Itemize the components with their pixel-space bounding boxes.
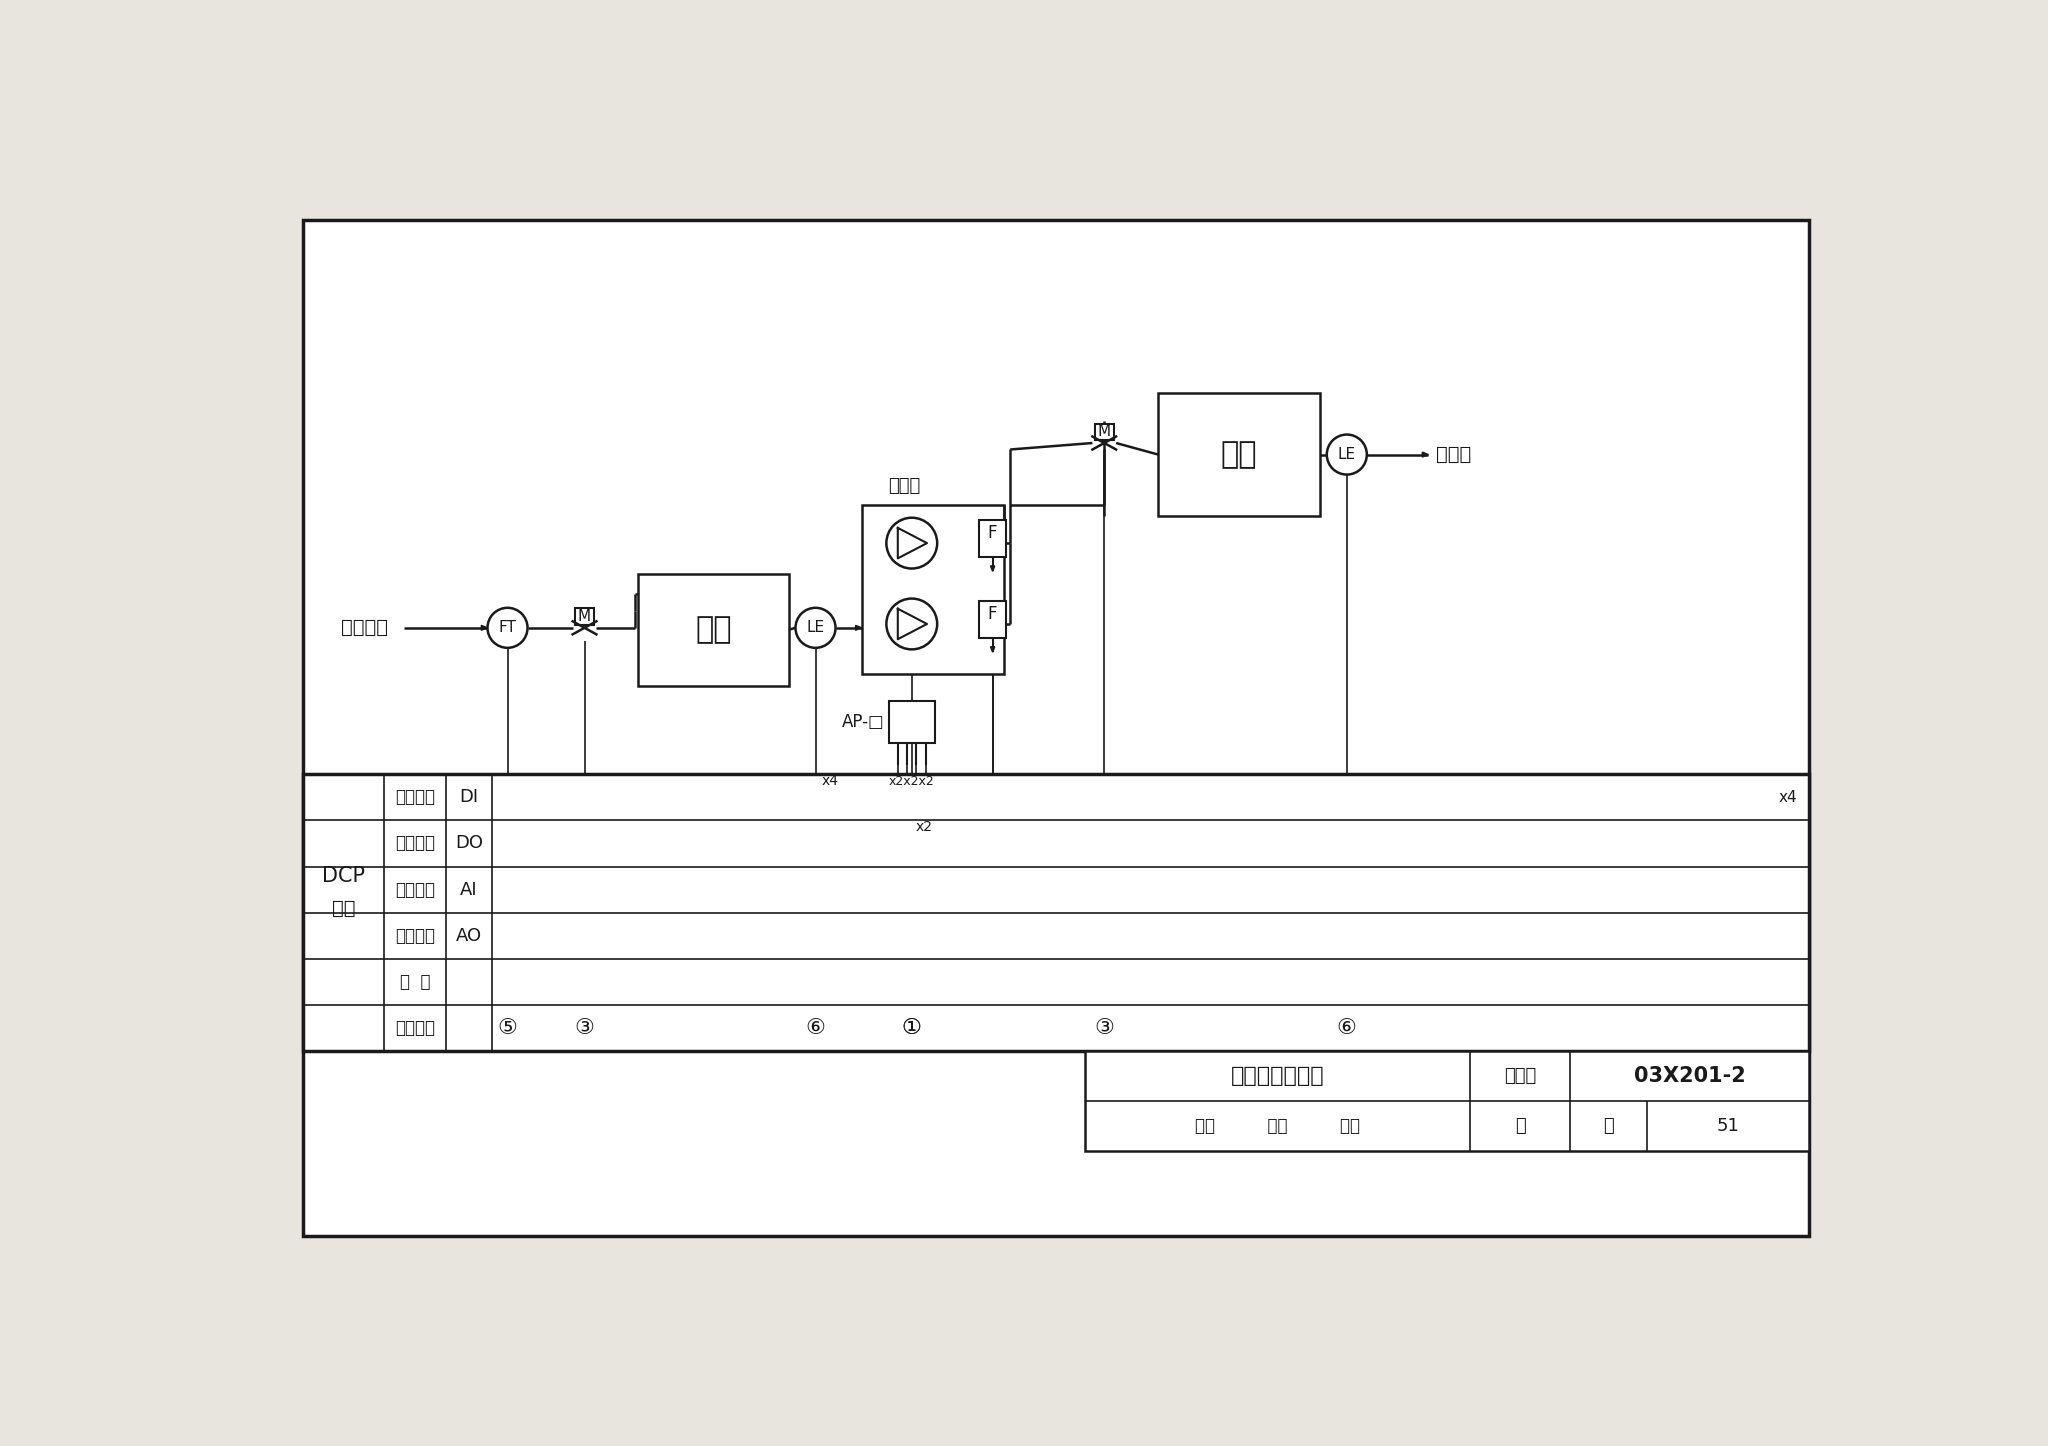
Text: 给水泵: 给水泵 — [889, 477, 920, 495]
Circle shape — [895, 794, 901, 801]
Text: AO: AO — [457, 927, 481, 944]
Circle shape — [1100, 794, 1108, 801]
Text: FT: FT — [498, 620, 516, 635]
Text: 电  源: 电 源 — [399, 973, 430, 991]
Polygon shape — [991, 565, 995, 571]
Text: ③: ③ — [1094, 1018, 1114, 1038]
Bar — [575, 609, 594, 625]
Circle shape — [1100, 977, 1108, 986]
Polygon shape — [481, 625, 487, 630]
Text: ⑤: ⑤ — [498, 1018, 518, 1038]
Text: DI: DI — [459, 788, 479, 807]
Bar — [979, 521, 1006, 558]
Text: ③: ③ — [575, 1018, 594, 1038]
Circle shape — [913, 794, 920, 801]
Circle shape — [1327, 435, 1366, 474]
Circle shape — [989, 794, 997, 801]
Text: 去用户: 去用户 — [1436, 445, 1470, 464]
Text: 元件编号: 元件编号 — [395, 1019, 434, 1037]
Circle shape — [811, 794, 819, 801]
Text: ①: ① — [901, 1018, 922, 1038]
Text: 51: 51 — [1716, 1118, 1739, 1135]
Text: 编号: 编号 — [332, 898, 356, 918]
Text: ①: ① — [901, 1018, 922, 1038]
Circle shape — [504, 794, 512, 801]
Circle shape — [922, 794, 930, 801]
Text: x4: x4 — [1778, 790, 1798, 805]
Polygon shape — [1421, 453, 1427, 457]
Text: x2x2x2: x2x2x2 — [889, 775, 934, 788]
Text: F: F — [987, 606, 997, 623]
Bar — [889, 701, 934, 743]
Bar — [1094, 424, 1114, 440]
Text: F: F — [987, 525, 997, 542]
Circle shape — [582, 794, 588, 801]
Text: 数字输入: 数字输入 — [395, 788, 434, 807]
Text: 模拟输出: 模拟输出 — [395, 927, 434, 944]
Circle shape — [582, 840, 588, 847]
Text: AI: AI — [461, 881, 477, 898]
Text: 城市供水: 城市供水 — [342, 619, 389, 638]
Circle shape — [811, 886, 819, 894]
Text: 页: 页 — [1604, 1118, 1614, 1135]
Text: 图集号: 图集号 — [1503, 1067, 1536, 1086]
Bar — [979, 602, 1006, 638]
Text: DO: DO — [455, 834, 483, 853]
Circle shape — [1100, 840, 1108, 847]
Bar — [639, 574, 788, 685]
Text: 页: 页 — [1516, 1118, 1526, 1135]
Text: 03X201-2: 03X201-2 — [1634, 1066, 1745, 1086]
Text: 数字输出: 数字输出 — [395, 834, 434, 853]
Text: DCP: DCP — [322, 866, 365, 886]
Bar — [1085, 1051, 1808, 1151]
Text: x2: x2 — [915, 820, 932, 834]
Circle shape — [903, 977, 911, 986]
Circle shape — [903, 794, 911, 801]
Circle shape — [1343, 794, 1352, 801]
Text: M: M — [1098, 424, 1110, 440]
Text: ⑥: ⑥ — [805, 1018, 825, 1038]
Circle shape — [487, 607, 528, 648]
Text: x4: x4 — [821, 774, 840, 788]
Circle shape — [795, 607, 836, 648]
Polygon shape — [856, 625, 862, 630]
Circle shape — [811, 933, 819, 940]
Circle shape — [504, 886, 512, 894]
Text: LE: LE — [807, 620, 825, 635]
Text: 水箱: 水箱 — [1221, 440, 1257, 469]
Text: AP-□: AP-□ — [842, 713, 885, 732]
Bar — [303, 774, 1808, 1051]
Text: 模拟输入: 模拟输入 — [395, 881, 434, 898]
Circle shape — [887, 599, 938, 649]
Text: ⑥: ⑥ — [1337, 1018, 1358, 1038]
Circle shape — [907, 840, 915, 847]
Text: 水池: 水池 — [694, 615, 731, 645]
Bar — [1159, 393, 1319, 516]
Text: M: M — [578, 609, 592, 625]
Text: 给水系统监控图: 给水系统监控图 — [1231, 1066, 1325, 1086]
Text: LE: LE — [1337, 447, 1356, 463]
Polygon shape — [719, 576, 723, 581]
Polygon shape — [991, 646, 995, 652]
Bar — [862, 505, 1004, 674]
Circle shape — [887, 518, 938, 568]
Text: 审核          校对          设计: 审核 校对 设计 — [1196, 1118, 1360, 1135]
Circle shape — [989, 794, 997, 801]
